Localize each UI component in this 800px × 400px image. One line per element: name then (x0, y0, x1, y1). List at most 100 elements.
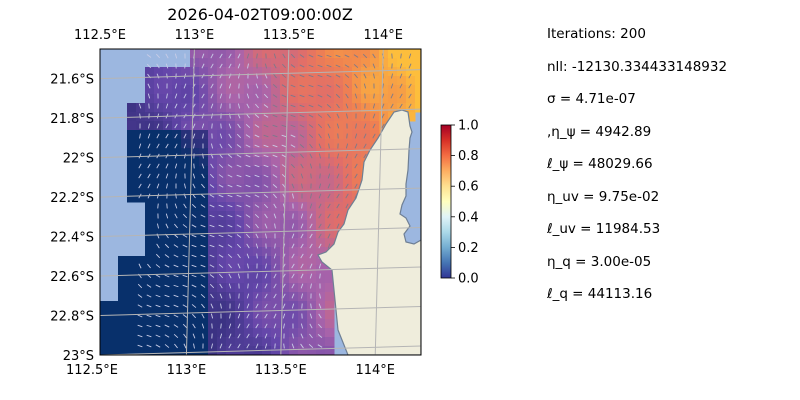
field-cell (226, 103, 236, 113)
velocity-arrow (183, 93, 187, 99)
velocity-arrow (354, 133, 358, 139)
colorbar-tick-label: 0.2 (458, 241, 479, 256)
field-cell (181, 67, 191, 77)
velocity-arrow (201, 63, 205, 69)
field-cell (163, 310, 173, 320)
velocity-arrow (246, 103, 250, 109)
velocity-arrow (174, 123, 178, 129)
field-cell (271, 274, 281, 284)
velocity-arrow (281, 144, 287, 148)
field-cell (181, 328, 191, 338)
velocity-arrow (299, 114, 305, 118)
field-cell (181, 265, 191, 275)
velocity-arrow (228, 323, 232, 329)
field-cell (199, 103, 209, 113)
velocity-arrow (138, 163, 142, 169)
velocity-arrow (318, 213, 322, 219)
velocity-arrow (219, 293, 223, 299)
velocity-arrow (272, 154, 278, 158)
field-cell (244, 130, 254, 140)
field-cell (208, 76, 218, 86)
velocity-arrow (272, 184, 278, 188)
field-cell (244, 58, 254, 68)
field-cell (334, 139, 344, 149)
velocity-arrow (201, 323, 205, 329)
field-cell (262, 121, 272, 131)
velocity-arrow (408, 83, 412, 89)
velocity-arrow (201, 83, 205, 89)
field-cell (226, 148, 236, 158)
velocity-arrow (344, 83, 350, 89)
velocity-arrow (220, 103, 222, 109)
field-cell (289, 121, 299, 131)
velocity-arrow (310, 173, 312, 179)
field-cell (361, 112, 371, 122)
velocity-arrow (291, 303, 295, 309)
velocity-arrow (263, 124, 269, 128)
field-cell (271, 85, 281, 95)
velocity-arrow (263, 164, 269, 168)
velocity-arrow (228, 263, 232, 269)
field-cell (136, 256, 146, 266)
velocity-arrow (263, 154, 269, 158)
velocity-arrow (299, 94, 305, 98)
velocity-arrow (344, 64, 350, 68)
field-cell (163, 94, 173, 104)
field-cell (280, 166, 290, 176)
field-cell (325, 130, 335, 140)
field-cell (307, 256, 317, 266)
field-cell (289, 67, 299, 77)
field-cell (307, 238, 317, 248)
field-cell (298, 211, 308, 221)
velocity-arrow (201, 303, 205, 309)
field-cell (226, 337, 236, 347)
velocity-arrow (147, 93, 151, 99)
field-cell (163, 274, 173, 284)
field-cell (280, 76, 290, 86)
field-cell (208, 265, 218, 275)
velocity-arrow (309, 253, 313, 259)
field-cell (406, 112, 416, 122)
field-cell (415, 58, 421, 68)
field-cell (298, 346, 308, 355)
field-cell (262, 247, 272, 257)
field-cell (199, 301, 209, 311)
field-cell (199, 85, 209, 95)
velocity-arrow (327, 223, 331, 229)
field-cell (280, 157, 290, 167)
velocity-arrow (291, 293, 295, 299)
field-cell (280, 175, 290, 185)
x-tick-label-bottom: 113.5°E (255, 363, 307, 378)
velocity-arrow (193, 343, 195, 349)
field-cell (262, 157, 272, 167)
param-iterations: Iterations: 200 (547, 26, 646, 42)
field-cell (379, 67, 389, 77)
velocity-arrow (283, 343, 285, 349)
field-cell (208, 157, 218, 167)
field-cell (298, 283, 308, 293)
field-cell (262, 292, 272, 302)
field-cell (145, 220, 155, 230)
velocity-arrow (408, 103, 412, 109)
field-cell (235, 265, 245, 275)
velocity-arrow (247, 83, 249, 89)
field-cell (190, 166, 200, 176)
velocity-arrow (254, 154, 260, 158)
field-cell (298, 301, 308, 311)
field-cell (154, 247, 164, 257)
velocity-arrow (282, 293, 286, 299)
field-cell (388, 76, 398, 86)
velocity-arrow (327, 193, 331, 199)
velocity-arrow (165, 123, 169, 129)
velocity-arrow (174, 153, 178, 159)
velocity-arrow (200, 284, 206, 288)
field-cell (154, 283, 164, 293)
velocity-arrow (173, 304, 179, 308)
velocity-arrow (264, 323, 268, 329)
field-cell (379, 121, 389, 131)
velocity-arrow (210, 113, 214, 119)
field-cell (127, 328, 137, 338)
field-cell (325, 283, 335, 293)
velocity-arrow (245, 224, 251, 228)
y-ticks: 21.6°S 21.8°S 22°S 22.2°S 22.4°S 22.6°S 22.8°S… (50, 73, 94, 364)
